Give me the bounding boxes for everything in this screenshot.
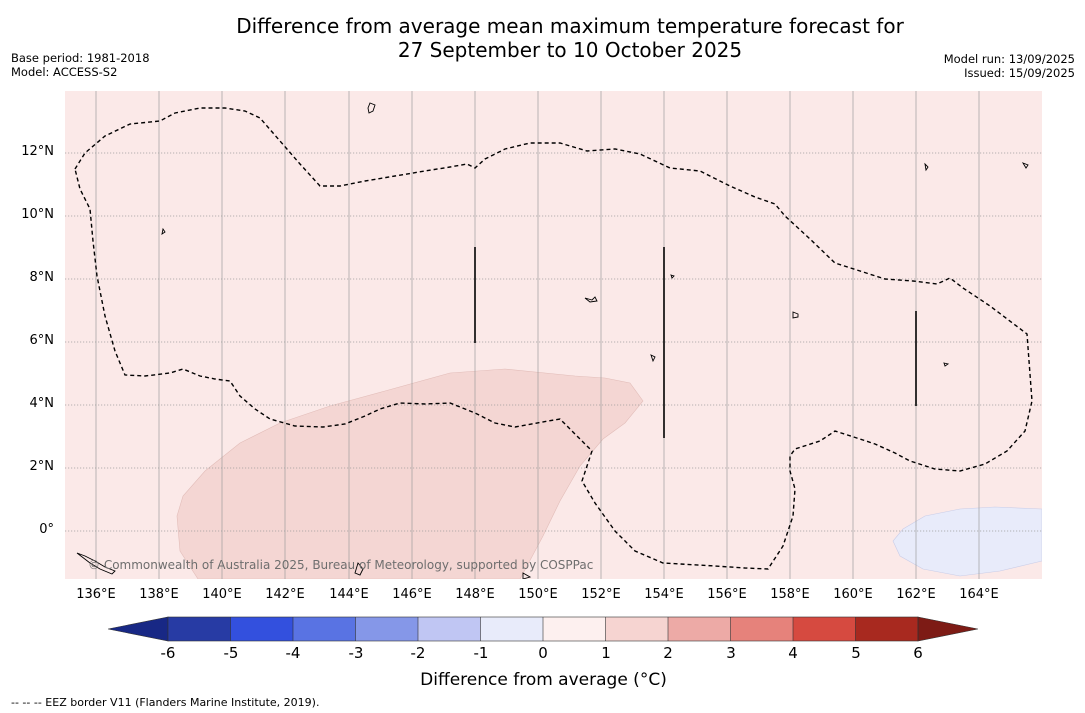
eez-legend-footer: -- -- -- EEZ border V11 (Flanders Marine… xyxy=(11,696,320,709)
colorbar-bin-2 xyxy=(230,617,293,641)
colorbar-bin-5 xyxy=(418,617,481,641)
map-title: Difference from average mean maximum tem… xyxy=(170,14,970,62)
meta-left: Base period: 1981-2018 Model: ACCESS-S2 xyxy=(11,51,150,79)
title-line-1: Difference from average mean maximum tem… xyxy=(236,14,904,38)
colorbar-tick-neg4: -4 xyxy=(285,644,301,662)
colorbar-tick-5: 5 xyxy=(851,644,861,662)
lat-label-8n: 8°N xyxy=(29,270,55,285)
colorbar-bin-3 xyxy=(293,617,356,641)
colorbar-bin-8 xyxy=(605,617,668,641)
model-run: Model run: 13/09/2025 xyxy=(943,52,1075,66)
islands xyxy=(76,102,1029,579)
lon-label-154e: 154°E xyxy=(644,587,684,602)
colorbar-bin-4 xyxy=(355,617,418,641)
lon-label-148e: 148°E xyxy=(455,587,495,602)
issued-date: Issued: 15/09/2025 xyxy=(964,66,1075,80)
lon-label-144e: 144°E xyxy=(329,587,369,602)
lon-label-164e: 164°E xyxy=(959,587,999,602)
colorbar-tick-6: 6 xyxy=(913,644,923,662)
lat-label-2n: 2°N xyxy=(29,459,55,474)
lon-label-142e: 142°E xyxy=(265,587,305,602)
lat-label-12n: 12°N xyxy=(21,144,54,159)
colorbar xyxy=(108,616,978,642)
lon-label-160e: 160°E xyxy=(833,587,873,602)
lon-label-146e: 146°E xyxy=(392,587,432,602)
lon-label-140e: 140°E xyxy=(202,587,242,602)
colorbar-tick-3: 3 xyxy=(726,644,736,662)
colorbar-bin-6 xyxy=(480,617,543,641)
title-line-2: 27 September to 10 October 2025 xyxy=(397,38,743,62)
lat-label-0: 0° xyxy=(39,522,54,537)
latitude-gridlines xyxy=(65,152,1042,532)
lon-label-156e: 156°E xyxy=(707,587,747,602)
meta-right: Model run: 13/09/2025 Issued: 15/09/2025 xyxy=(944,52,1075,80)
colorbar-bin-11 xyxy=(793,617,856,641)
colorbar-tick-2: 2 xyxy=(663,644,673,662)
lat-label-4n: 4°N xyxy=(29,396,55,411)
colorbar-label-unit: °C xyxy=(639,670,661,690)
lon-label-158e: 158°E xyxy=(770,587,810,602)
colorbar-bin-12 xyxy=(855,617,918,641)
colorbar-tick-1: 1 xyxy=(601,644,611,662)
colorbar-tick-4: 4 xyxy=(788,644,798,662)
colorbar-tick-neg1: -1 xyxy=(473,644,489,662)
lon-label-152e: 152°E xyxy=(581,587,621,602)
eez-border-north xyxy=(74,107,1033,570)
lon-label-162e: 162°E xyxy=(896,587,936,602)
lon-label-136e: 136°E xyxy=(76,587,116,602)
colorbar-bin-10 xyxy=(730,617,793,641)
lat-label-6n: 6°N xyxy=(29,333,55,348)
colorbar-extend-low xyxy=(108,616,169,642)
colorbar-label-text: Difference from average ( xyxy=(420,670,640,690)
model-name: Model: ACCESS-S2 xyxy=(11,65,118,79)
copyright-notice: © Commonwealth of Australia 2025, Bureau… xyxy=(88,558,594,572)
colorbar-tick-neg5: -5 xyxy=(223,644,239,662)
map-area xyxy=(65,91,1042,579)
colorbar-label: Difference from average (°C) xyxy=(300,670,787,690)
lon-label-150e: 150°E xyxy=(518,587,558,602)
colorbar-bin-7 xyxy=(543,617,606,641)
map-svg xyxy=(65,91,1042,579)
colorbar-extend-high xyxy=(917,616,978,642)
colorbar-tick-0: 0 xyxy=(538,644,548,662)
base-period: Base period: 1981-2018 xyxy=(11,51,150,65)
anomaly-region-neg1-0 xyxy=(892,506,1042,577)
colorbar-bin-1 xyxy=(168,617,231,641)
eez-solid-segments xyxy=(474,247,917,438)
colorbar-tick-neg2: -2 xyxy=(410,644,426,662)
colorbar-bin-9 xyxy=(668,617,731,641)
colorbar-label-close: ) xyxy=(660,670,667,690)
colorbar-tick-neg6: -6 xyxy=(160,644,176,662)
colorbar-tick-neg3: -3 xyxy=(348,644,364,662)
lon-label-138e: 138°E xyxy=(139,587,179,602)
lat-label-10n: 10°N xyxy=(21,207,54,222)
anomaly-region-1-2 xyxy=(176,368,644,579)
